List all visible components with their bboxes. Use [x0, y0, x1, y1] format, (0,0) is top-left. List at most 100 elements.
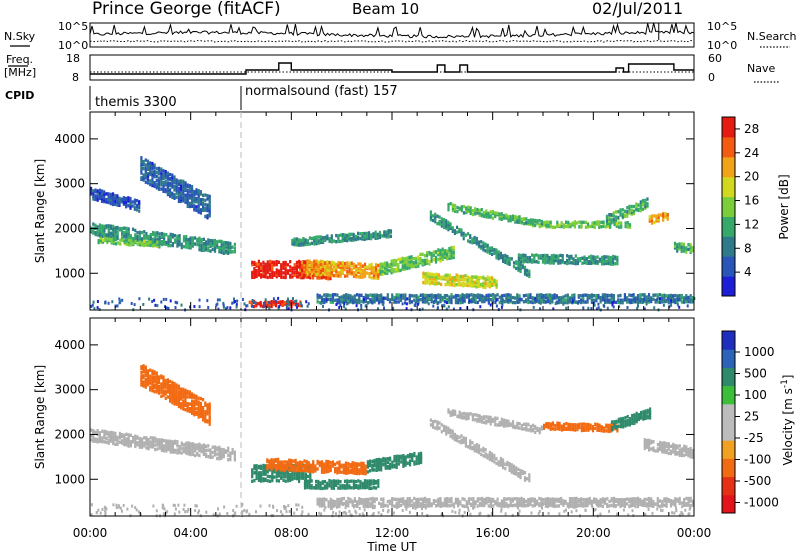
scatter-cell: [348, 267, 351, 271]
scatter-cell: [381, 272, 384, 276]
scatter-cell: [155, 390, 158, 394]
scatter-cell: [512, 471, 516, 475]
scatter-cell: [366, 479, 369, 483]
scatter-cell: [379, 268, 382, 273]
scatter-cell: [397, 293, 400, 297]
scatter-cell: [506, 254, 509, 259]
scatter-cell: [389, 229, 392, 233]
scatter-cell: [202, 409, 205, 414]
scatter-cell: [433, 273, 436, 277]
scatter-cell: [166, 181, 169, 185]
scatter-cell: [612, 294, 615, 298]
scatter-cell: [193, 236, 197, 240]
scatter-cell: [499, 459, 502, 463]
scatter-cell: [330, 238, 333, 242]
scatter-cell: [473, 282, 476, 286]
scatter-cell: [363, 231, 366, 236]
ground-scatter-cell: [215, 303, 218, 307]
scatter-cell: [475, 285, 478, 289]
scatter-cell: [616, 255, 619, 260]
scatter-cell: [121, 238, 124, 242]
ground-scatter-cell: [416, 298, 418, 302]
scatter-cell: [347, 301, 350, 305]
scatter-cell: [374, 236, 377, 240]
scatter-cell: [510, 463, 513, 467]
scatter-cell: [187, 242, 190, 246]
scatter-cell: [171, 173, 174, 177]
scatter-cell: [381, 234, 384, 238]
scatter-cell: [253, 466, 256, 471]
scatter-cell: [328, 260, 331, 265]
scatter-cell: [605, 214, 609, 219]
scatter-cell: [178, 234, 181, 238]
scatter-cell: [678, 247, 681, 251]
scatter-cell: [644, 413, 647, 417]
scatter-cell: [632, 296, 635, 300]
scatter-cell: [639, 206, 642, 210]
scatter-cell: [149, 445, 152, 449]
scatter-cell: [534, 424, 537, 429]
freq-series: [90, 62, 694, 75]
scatter-cell: [189, 236, 192, 240]
scatter-cell: [116, 236, 119, 241]
scatter-cell: [526, 256, 529, 260]
scatter-cell: [652, 293, 655, 297]
scatter-cell: [475, 280, 478, 285]
scatter-cell: [177, 182, 180, 186]
scatter-cell: [397, 456, 400, 461]
scatter-cell: [315, 264, 318, 268]
scatter-cell: [656, 296, 659, 300]
scatter-cell: [391, 460, 394, 464]
scatter-cell: [146, 167, 150, 171]
scatter-cell: [166, 185, 169, 189]
scatter-cell: [312, 465, 315, 470]
scatter-cell: [191, 403, 194, 408]
scatter-cell: [90, 228, 93, 232]
scatter-cell: [419, 293, 422, 297]
scatter-cell: [446, 277, 449, 281]
scatter-cell: [185, 245, 188, 249]
ground-scatter-cell: [404, 301, 406, 305]
date-label: 02/Jul/2011: [592, 0, 683, 18]
scatter-cell: [393, 455, 396, 459]
scatter-cell: [509, 217, 512, 221]
scatter-cell: [259, 300, 262, 305]
scatter-cell: [199, 208, 202, 212]
scatter-cell: [358, 300, 361, 305]
scatter-cell: [502, 460, 505, 464]
scatter-cell: [421, 258, 424, 263]
scatter-cell: [462, 284, 465, 288]
scatter-cell: [678, 245, 681, 249]
scatter-cell: [645, 298, 648, 302]
scatter-cell: [589, 423, 592, 427]
scatter-cell: [446, 253, 449, 257]
scatter-cell: [689, 249, 692, 253]
scatter-cell: [266, 267, 269, 271]
scatter-cell: [134, 439, 137, 443]
scatter-cell: [661, 295, 664, 300]
scatter-cell: [612, 220, 615, 224]
scatter-cell: [300, 243, 303, 247]
scatter-cell: [520, 298, 523, 302]
scatter-cell: [169, 243, 172, 248]
scatter-cell: [610, 221, 613, 225]
scatter-cell: [523, 272, 527, 276]
scatter-cell: [447, 205, 450, 209]
scatter-cell: [388, 263, 391, 267]
scatter-cell: [523, 217, 526, 221]
scatter-cell: [477, 283, 480, 287]
scatter-cell: [401, 266, 404, 270]
scatter-cell: [430, 252, 433, 256]
scatter-cell: [284, 479, 287, 483]
scatter-cell: [624, 419, 627, 424]
scatter-cell: [429, 423, 432, 427]
scatter-cell: [509, 215, 512, 219]
scatter-cell: [562, 295, 565, 299]
scatter-cell: [154, 439, 157, 443]
scatter-cell: [134, 239, 137, 244]
scatter-cell: [193, 399, 196, 403]
scatter-cell: [658, 293, 662, 297]
scatter-cell: [273, 271, 276, 275]
scatter-cell: [415, 461, 418, 466]
ground-scatter-cell: [518, 298, 521, 302]
